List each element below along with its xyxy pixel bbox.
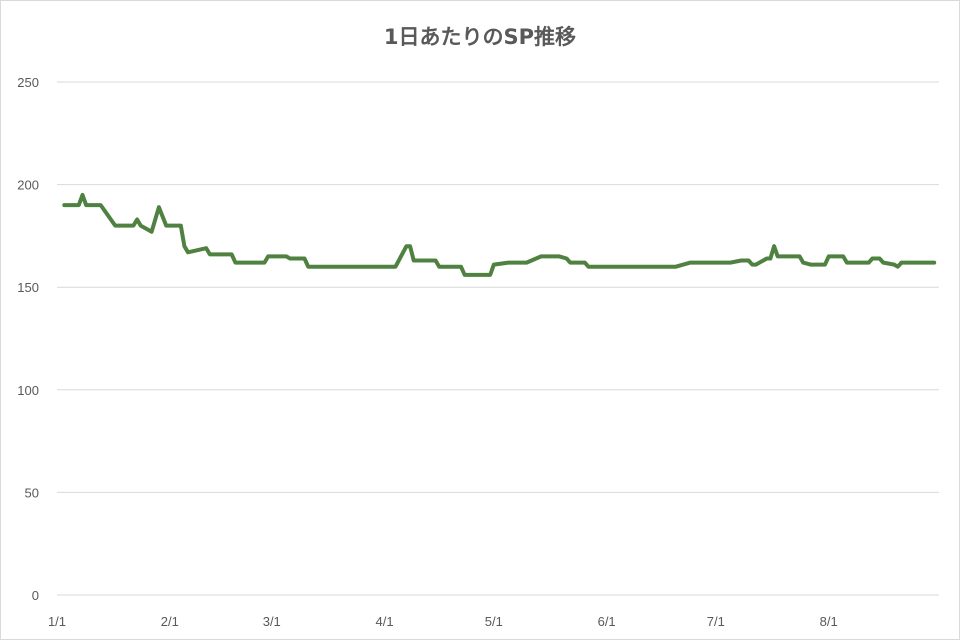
series-line (62, 192, 937, 277)
x-tick-label: 2/1 (161, 614, 179, 629)
y-tick-label: 0 (32, 588, 39, 603)
y-tick-label: 50 (25, 485, 39, 500)
x-tick-label: 4/1 (376, 614, 394, 629)
x-tick-label: 1/1 (48, 614, 66, 629)
x-tick-label: 5/1 (485, 614, 503, 629)
x-tick-label: 7/1 (707, 614, 725, 629)
chart-title: 1日あたりのSP推移 (383, 25, 577, 49)
y-tick-label: 100 (17, 383, 39, 398)
y-tick-label: 250 (17, 75, 39, 90)
x-tick-label: 8/1 (820, 614, 838, 629)
x-tick-label: 6/1 (598, 614, 616, 629)
y-tick-label: 200 (17, 178, 39, 193)
y-tick-label: 150 (17, 280, 39, 295)
x-tick-label: 3/1 (263, 614, 281, 629)
